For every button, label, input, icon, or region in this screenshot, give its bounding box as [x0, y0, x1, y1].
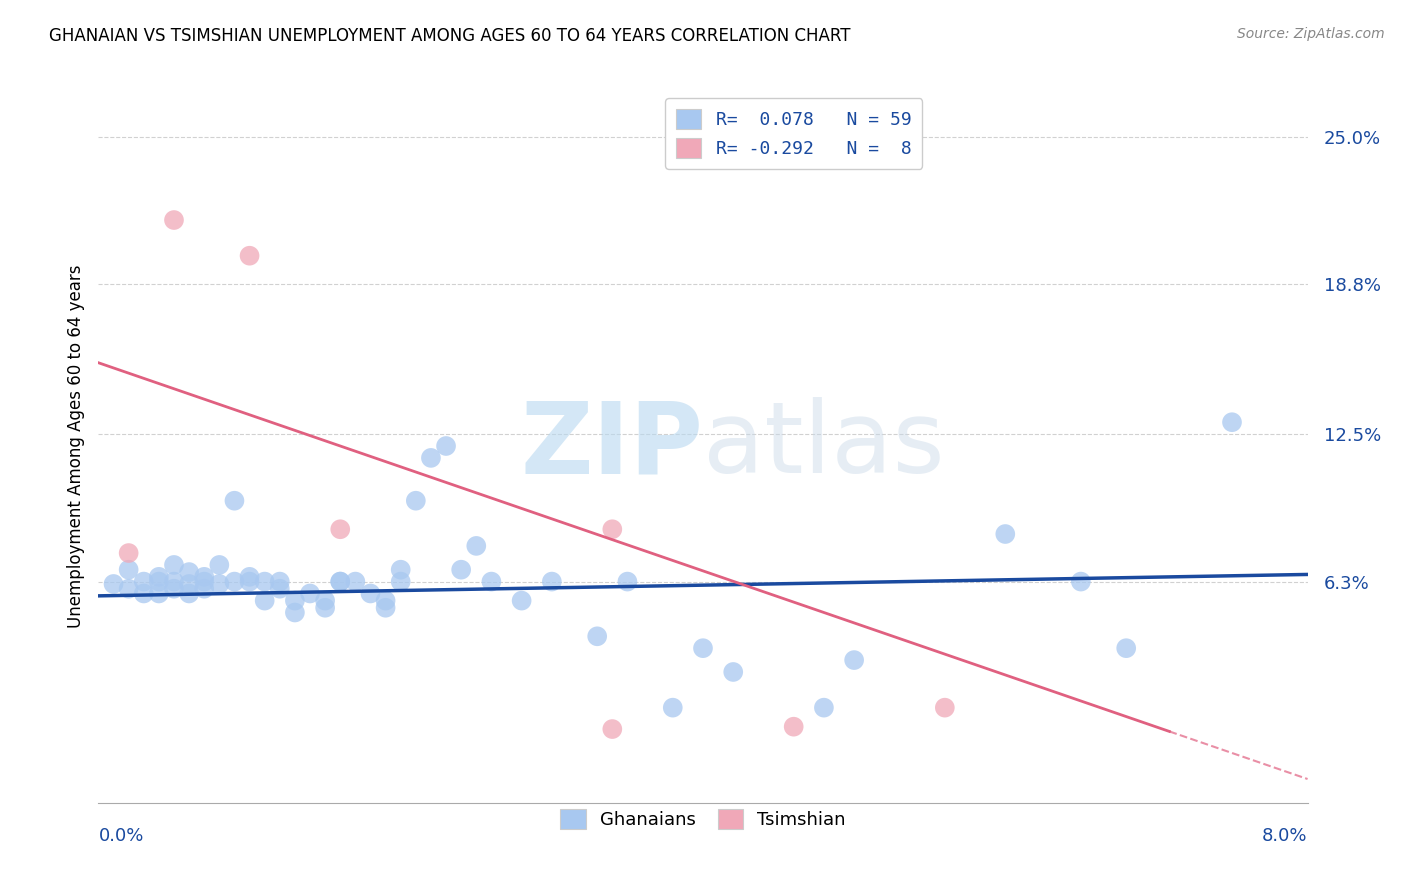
Point: [329, 574, 352, 589]
Point: [389, 574, 412, 589]
Point: [616, 574, 638, 589]
Point: [284, 593, 307, 607]
Point: [783, 720, 806, 734]
Point: [692, 641, 714, 656]
Point: [420, 450, 443, 465]
Point: [253, 574, 276, 589]
Point: [103, 577, 125, 591]
Point: [163, 558, 186, 572]
Point: [118, 563, 141, 577]
Point: [465, 539, 488, 553]
Point: [813, 700, 835, 714]
Point: [994, 527, 1017, 541]
Text: GHANAIAN VS TSIMSHIAN UNEMPLOYMENT AMONG AGES 60 TO 64 YEARS CORRELATION CHART: GHANAIAN VS TSIMSHIAN UNEMPLOYMENT AMONG…: [49, 27, 851, 45]
Point: [1115, 641, 1137, 656]
Point: [253, 593, 276, 607]
Point: [239, 249, 262, 263]
Point: [389, 563, 412, 577]
Point: [132, 574, 155, 589]
Text: 0.0%: 0.0%: [98, 827, 143, 845]
Point: [193, 582, 215, 596]
Point: [284, 606, 307, 620]
Point: [329, 574, 352, 589]
Point: [540, 574, 562, 589]
Point: [1070, 574, 1092, 589]
Point: [510, 593, 533, 607]
Point: [934, 700, 956, 714]
Y-axis label: Unemployment Among Ages 60 to 64 years: Unemployment Among Ages 60 to 64 years: [66, 264, 84, 628]
Point: [360, 586, 382, 600]
Point: [118, 582, 141, 596]
Point: [344, 574, 367, 589]
Point: [586, 629, 609, 643]
Point: [224, 574, 246, 589]
Point: [329, 522, 352, 536]
Point: [481, 574, 503, 589]
Point: [163, 582, 186, 596]
Point: [374, 600, 396, 615]
Point: [148, 574, 170, 589]
Point: [314, 600, 336, 615]
Point: [224, 493, 246, 508]
Point: [269, 582, 291, 596]
Point: [132, 586, 155, 600]
Point: [208, 558, 231, 572]
Point: [208, 577, 231, 591]
Point: [405, 493, 427, 508]
Point: [602, 522, 624, 536]
Point: [844, 653, 866, 667]
Point: [299, 586, 322, 600]
Legend: Ghanaians, Tsimshian: Ghanaians, Tsimshian: [553, 802, 853, 837]
Point: [602, 722, 624, 736]
Point: [148, 586, 170, 600]
Point: [434, 439, 457, 453]
Point: [374, 593, 396, 607]
Point: [239, 574, 262, 589]
Point: [1220, 415, 1243, 429]
Point: [239, 570, 262, 584]
Point: [179, 565, 201, 579]
Point: [118, 546, 141, 560]
Point: [314, 593, 336, 607]
Point: [193, 574, 215, 589]
Point: [179, 586, 201, 600]
Point: [179, 577, 201, 591]
Point: [163, 213, 186, 227]
Point: [269, 574, 291, 589]
Point: [163, 574, 186, 589]
Point: [661, 700, 683, 714]
Point: [148, 570, 170, 584]
Text: atlas: atlas: [703, 398, 945, 494]
Point: [723, 665, 745, 679]
Text: 8.0%: 8.0%: [1263, 827, 1308, 845]
Text: ZIP: ZIP: [520, 398, 703, 494]
Text: Source: ZipAtlas.com: Source: ZipAtlas.com: [1237, 27, 1385, 41]
Point: [450, 563, 472, 577]
Point: [193, 570, 215, 584]
